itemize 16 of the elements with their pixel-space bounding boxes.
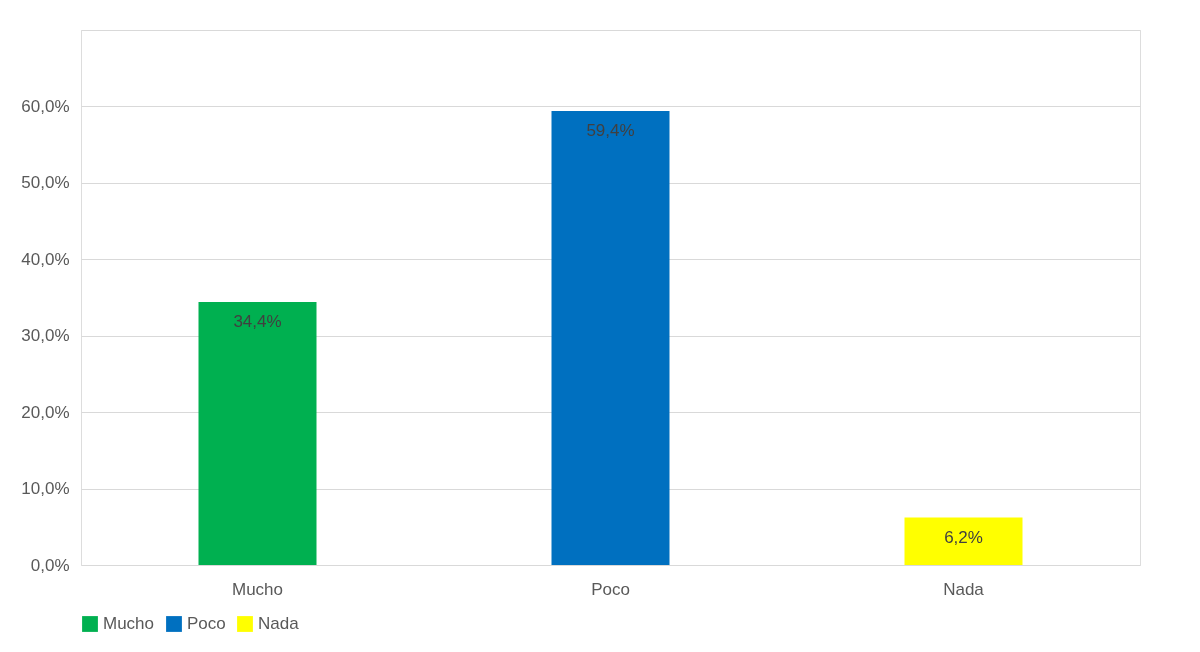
legend-label: Nada <box>258 614 300 633</box>
x-tick-label: Poco <box>591 579 630 599</box>
data-label: 59,4% <box>586 121 635 141</box>
y-tick-label: 10,0% <box>21 479 70 499</box>
y-tick-label: 30,0% <box>21 326 70 346</box>
y-tick-label: 20,0% <box>21 402 70 422</box>
y-tick-label: 50,0% <box>21 173 70 193</box>
legend-label: Mucho <box>103 614 155 633</box>
data-label: 34,4% <box>233 312 282 332</box>
legend-label: Poco <box>187 614 226 633</box>
x-tick-label: Mucho <box>231 579 284 599</box>
y-tick-label: 0,0% <box>30 555 70 575</box>
data-label: 6,2% <box>944 527 983 547</box>
y-tick-label: 60,0% <box>21 96 70 116</box>
x-tick-label: Nada <box>943 579 985 599</box>
y-tick-label: 40,0% <box>21 249 70 269</box>
